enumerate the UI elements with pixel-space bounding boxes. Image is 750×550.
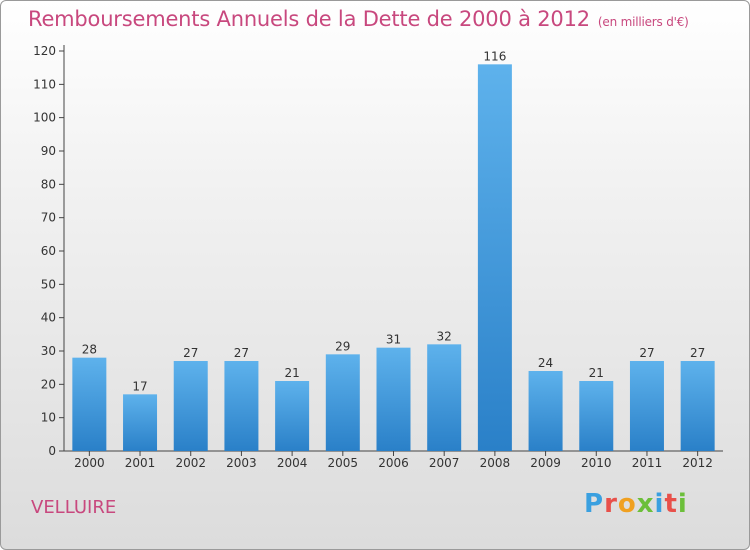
chart-unit: (en milliers d'€) <box>597 15 689 29</box>
x-tick-label: 2010 <box>581 456 612 470</box>
logo-letter: o <box>617 489 637 519</box>
y-tick-label: 120 <box>33 44 56 58</box>
x-tick-label: 2005 <box>328 456 359 470</box>
data-label-2008: 116 <box>483 49 506 63</box>
bar-2006 <box>376 347 411 451</box>
x-tick-label: 2009 <box>530 456 561 470</box>
data-label-2000: 28 <box>82 343 97 357</box>
data-label-2006: 31 <box>386 333 401 347</box>
logo-letter: i <box>677 489 688 519</box>
logo-letter: r <box>604 489 618 519</box>
y-tick-label: 100 <box>33 111 56 125</box>
x-tick-label: 2011 <box>632 456 663 470</box>
data-label-2011: 27 <box>639 346 654 360</box>
x-tick-label: 2012 <box>682 456 713 470</box>
logo-letter: i <box>654 489 665 519</box>
commune-name: VELLUIRE <box>31 497 117 518</box>
y-tick-label: 20 <box>41 377 56 391</box>
bar-2011 <box>629 361 664 451</box>
bar-2002 <box>173 361 208 451</box>
y-tick-label: 0 <box>48 444 56 458</box>
x-tick-label: 2001 <box>125 456 156 470</box>
bar-2010 <box>579 381 614 451</box>
y-tick-label: 40 <box>41 311 56 325</box>
data-label-2010: 21 <box>589 366 604 380</box>
y-tick-label: 80 <box>41 177 56 191</box>
data-label-2012: 27 <box>690 346 705 360</box>
proxiti-logo: Proxiti <box>584 489 688 519</box>
y-tick-label: 50 <box>41 277 56 291</box>
data-label-2004: 21 <box>284 366 299 380</box>
chart-title-text: Remboursements Annuels de la Dette de 20… <box>28 7 590 31</box>
y-tick-label: 10 <box>41 411 56 425</box>
bar-2001 <box>123 394 158 451</box>
bar-2012 <box>680 361 715 451</box>
bar-2004 <box>275 381 310 451</box>
data-label-2009: 24 <box>538 356 553 370</box>
y-tick-label: 70 <box>41 211 56 225</box>
chart-title: Remboursements Annuels de la Dette de 20… <box>28 7 689 31</box>
y-tick-label: 60 <box>41 244 56 258</box>
y-tick-label: 110 <box>33 77 56 91</box>
data-labels: 28 17 27 27 21 29 31 32 116 24 21 27 27 <box>82 49 706 393</box>
data-label-2001: 17 <box>132 379 147 393</box>
y-tick-label: 90 <box>41 144 56 158</box>
x-tick-label: 2004 <box>277 456 308 470</box>
y-tick-label: 30 <box>41 344 56 358</box>
data-label-2005: 29 <box>335 339 350 353</box>
x-tick-label: 2007 <box>429 456 460 470</box>
bar-2005 <box>325 354 360 451</box>
data-label-2003: 27 <box>234 346 249 360</box>
bars <box>72 64 715 452</box>
data-label-2007: 32 <box>437 329 452 343</box>
x-tick-label: 2000 <box>74 456 105 470</box>
bar-2003 <box>224 361 259 451</box>
x-tick-label: 2006 <box>378 456 409 470</box>
bar-2009 <box>528 371 563 451</box>
bar-2000 <box>72 357 107 451</box>
x-axis: 2000 2001 2002 2003 2004 2005 2006 2007 2008 2009… <box>64 450 723 470</box>
bar-2008 <box>477 64 512 452</box>
x-tick-label: 2003 <box>226 456 257 470</box>
x-tick-label: 2008 <box>480 456 511 470</box>
logo-letter: x <box>636 489 655 519</box>
logo-letter: P <box>584 489 605 519</box>
bar-2007 <box>427 344 462 451</box>
logo-letter: t <box>664 489 678 519</box>
x-tick-label: 2002 <box>175 456 206 470</box>
y-axis: 0 10 20 30 40 50 60 70 80 90 100 110 120 <box>33 44 65 458</box>
data-label-2002: 27 <box>183 346 198 360</box>
